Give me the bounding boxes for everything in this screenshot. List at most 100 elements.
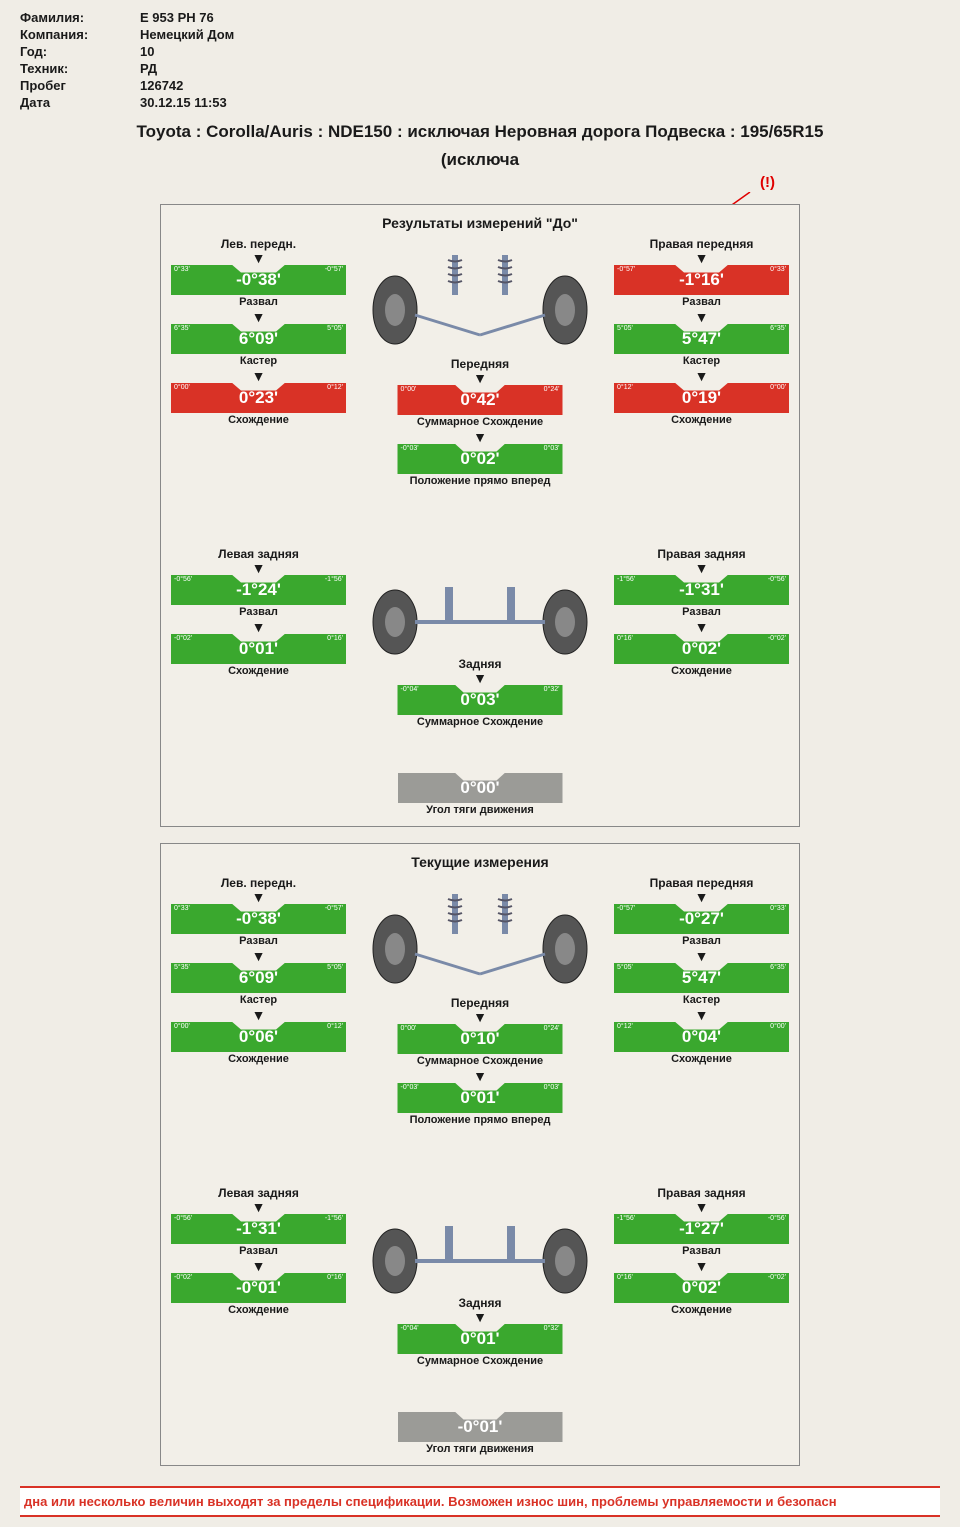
measure-label: Кастер bbox=[614, 994, 789, 1006]
header-label: Год: bbox=[20, 44, 140, 59]
thrust-value: -0°01' bbox=[458, 1417, 503, 1437]
tolerance-left: 0°00' bbox=[174, 1023, 190, 1030]
tolerance-right: 0°32' bbox=[544, 1325, 560, 1332]
header-row: Дата30.12.15 11:53 bbox=[20, 95, 940, 110]
tolerance-left: 0°33' bbox=[174, 905, 190, 912]
measurement-value: -1°16' bbox=[679, 270, 724, 290]
arrow-down-icon: ▼ bbox=[614, 253, 789, 263]
measure-label: Положение прямо вперед bbox=[398, 1114, 563, 1126]
vehicle-title-line1: Toyota : Corolla/Auris : NDE150 : исключ… bbox=[20, 122, 940, 142]
arrow-down-icon: ▼ bbox=[171, 892, 346, 902]
measure-label: Развал bbox=[171, 935, 346, 947]
measure-label: Развал bbox=[171, 1245, 346, 1257]
vehicle-title-line2: (исключа bbox=[20, 150, 940, 170]
measure-label: Суммарное Схождение bbox=[398, 1055, 563, 1067]
arrow-down-icon: ▼ bbox=[171, 1202, 346, 1212]
wheel-column-left: Лев. передн. ▼ 0°33' -0°38' -0°57' Разва… bbox=[171, 876, 346, 1069]
tolerance-left: 0°33' bbox=[174, 266, 190, 273]
tolerance-left: -0°56' bbox=[174, 1215, 192, 1222]
header-value: 30.12.15 11:53 bbox=[140, 95, 227, 110]
front-axle-section: Лев. передн. ▼ 0°33' -0°38' -0°57' Разва… bbox=[169, 876, 791, 1178]
measure-block-toe: ▼ 0°16' 0°02' -0°02' Схождение bbox=[614, 1261, 789, 1316]
measurement-value: -1°27' bbox=[679, 1219, 724, 1239]
annotation-marker: (!) bbox=[760, 174, 775, 191]
tolerance-right: 0°16' bbox=[327, 1274, 343, 1281]
suspension-graphic bbox=[360, 884, 600, 994]
front-suspension-graphic bbox=[360, 884, 600, 994]
tolerance-right: 0°16' bbox=[327, 635, 343, 642]
measure-label: Развал bbox=[171, 606, 346, 618]
axle-label: Задняя bbox=[398, 657, 563, 671]
tolerance-right: 0°12' bbox=[327, 1023, 343, 1030]
header-row: Пробег126742 bbox=[20, 78, 940, 93]
rear-suspension-graphic bbox=[360, 567, 600, 667]
measure-block-toe: ▼ 0°00' 0°06' 0°12' Схождение bbox=[171, 1010, 346, 1065]
measure-label: Развал bbox=[614, 296, 789, 308]
measure-block-caster: ▼ 5°05' 5°47' 6°35' Кастер bbox=[614, 951, 789, 1006]
arrow-down-icon: ▼ bbox=[171, 253, 346, 263]
arrow-down-icon: ▼ bbox=[614, 312, 789, 322]
wheel-title: Лев. передн. bbox=[171, 237, 346, 251]
panel-title: Результаты измерений "До" bbox=[169, 215, 791, 231]
tolerance-left: 0°00' bbox=[401, 1025, 417, 1032]
thrust-value: 0°00' bbox=[460, 778, 499, 798]
measure-label: Схождение bbox=[171, 1053, 346, 1065]
tolerance-right: -0°02' bbox=[768, 1274, 786, 1281]
measure-block-toe: ▼ 0°12' 0°04' 0°00' Схождение bbox=[614, 1010, 789, 1065]
measure-label: Положение прямо вперед bbox=[398, 475, 563, 487]
measurement-value: 0°42' bbox=[460, 390, 499, 410]
tolerance-right: -1°56' bbox=[325, 576, 343, 583]
tolerance-left: 5°05' bbox=[617, 325, 633, 332]
tolerance-right: 0°33' bbox=[770, 266, 786, 273]
measure-block-caster: ▼ 5°05' 5°47' 6°35' Кастер bbox=[614, 312, 789, 367]
value-box: 0°00' 0°10' 0°24' bbox=[398, 1024, 563, 1054]
header-label: Дата bbox=[20, 95, 140, 110]
measure-block-total_toe: ▼ -0°04' 0°03' 0°32' Суммарное Схождение bbox=[398, 673, 563, 728]
value-box: 0°00' 0°06' 0°12' bbox=[171, 1022, 346, 1052]
measure-label: Схождение bbox=[171, 665, 346, 677]
wheel-column-right: Правая задняя ▼ -1°56' -1°31' -0°56' Раз… bbox=[614, 547, 789, 681]
measure-label: Развал bbox=[614, 606, 789, 618]
tolerance-left: 0°12' bbox=[617, 1023, 633, 1030]
value-box: 0°00' 0°23' 0°12' bbox=[171, 383, 346, 413]
measurement-value: 0°01' bbox=[239, 639, 278, 659]
arrow-down-icon: ▼ bbox=[398, 1012, 563, 1022]
tolerance-left: -0°56' bbox=[174, 576, 192, 583]
results-panel-0: Результаты измерений "До" Лев. передн. ▼… bbox=[160, 204, 800, 827]
value-box: -0°56' -1°31' -1°56' bbox=[171, 1214, 346, 1244]
measure-label: Схождение bbox=[614, 414, 789, 426]
tolerance-right: 0°00' bbox=[770, 384, 786, 391]
tolerance-left: -0°03' bbox=[401, 1084, 419, 1091]
tolerance-right: 5°05' bbox=[327, 325, 343, 332]
measure-label: Кастер bbox=[171, 994, 346, 1006]
arrow-down-icon: ▼ bbox=[171, 622, 346, 632]
tolerance-right: -0°02' bbox=[768, 635, 786, 642]
measurement-value: 0°19' bbox=[682, 388, 721, 408]
suspension-graphic bbox=[360, 245, 600, 355]
header-info: Фамилия:E 953 PH 76Компания:Немецкий Дом… bbox=[20, 10, 940, 110]
header-label: Пробег bbox=[20, 78, 140, 93]
tolerance-left: -0°04' bbox=[401, 1325, 419, 1332]
tolerance-right: 0°03' bbox=[544, 1084, 560, 1091]
measure-label: Развал bbox=[614, 935, 789, 947]
tolerance-right: 5°05' bbox=[327, 964, 343, 971]
header-label: Компания: bbox=[20, 27, 140, 42]
measurement-value: -1°24' bbox=[236, 580, 281, 600]
wheel-title: Левая задняя bbox=[171, 547, 346, 561]
header-value: Немецкий Дом bbox=[140, 27, 234, 42]
measure-block-camber: ▼ -0°57' -0°27' 0°33' Развал bbox=[614, 892, 789, 947]
measurement-value: 0°01' bbox=[460, 1329, 499, 1349]
results-panel-1: Текущие измерения Лев. передн. ▼ 0°33' -… bbox=[160, 843, 800, 1466]
wheel-column-left: Лев. передн. ▼ 0°33' -0°38' -0°57' Разва… bbox=[171, 237, 346, 430]
header-value: E 953 PH 76 bbox=[140, 10, 214, 25]
value-box: 0°33' -0°38' -0°57' bbox=[171, 904, 346, 934]
thrust-label: Угол тяги движения bbox=[398, 804, 563, 816]
wheel-column-right: Правая передняя ▼ -0°57' -0°27' 0°33' Ра… bbox=[614, 876, 789, 1069]
measure-label: Схождение bbox=[171, 1304, 346, 1316]
value-box: -0°04' 0°01' 0°32' bbox=[398, 1324, 563, 1354]
measure-block-camber: ▼ 0°33' -0°38' -0°57' Развал bbox=[171, 253, 346, 308]
thrust-label: Угол тяги движения bbox=[398, 1443, 563, 1455]
measure-block-caster: ▼ 6°35' 6°09' 5°05' Кастер bbox=[171, 312, 346, 367]
measure-label: Кастер bbox=[171, 355, 346, 367]
axle-label: Передняя bbox=[398, 357, 563, 371]
